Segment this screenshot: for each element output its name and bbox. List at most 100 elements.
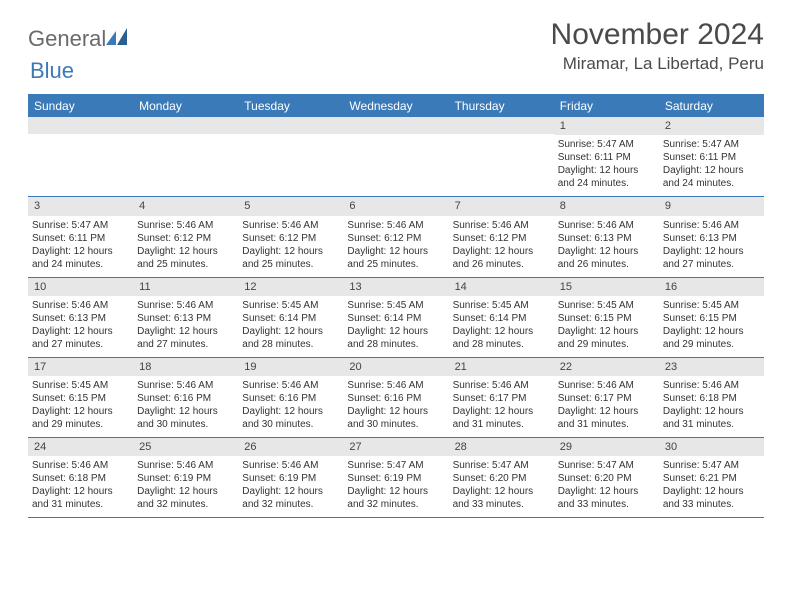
daylight-line-2: and 32 minutes. — [347, 498, 444, 511]
sunset-line: Sunset: 6:16 PM — [242, 392, 339, 405]
week-row: 3Sunrise: 5:47 AMSunset: 6:11 PMDaylight… — [28, 197, 764, 277]
daylight-line-1: Daylight: 12 hours — [663, 405, 760, 418]
daylight-line-2: and 32 minutes. — [242, 498, 339, 511]
day-cell: 25Sunrise: 5:46 AMSunset: 6:19 PMDayligh… — [133, 438, 238, 517]
day-header: Tuesday — [238, 96, 343, 117]
day-number: 21 — [449, 358, 554, 376]
day-cell: 5Sunrise: 5:46 AMSunset: 6:12 PMDaylight… — [238, 197, 343, 276]
daylight-line-1: Daylight: 12 hours — [558, 325, 655, 338]
sunrise-line: Sunrise: 5:47 AM — [558, 138, 655, 151]
sunrise-line: Sunrise: 5:45 AM — [32, 379, 129, 392]
sunrise-line: Sunrise: 5:45 AM — [242, 299, 339, 312]
sunset-line: Sunset: 6:17 PM — [453, 392, 550, 405]
sunset-line: Sunset: 6:16 PM — [347, 392, 444, 405]
daylight-line-2: and 30 minutes. — [242, 418, 339, 431]
day-cell: 29Sunrise: 5:47 AMSunset: 6:20 PMDayligh… — [554, 438, 659, 517]
week-row: 1Sunrise: 5:47 AMSunset: 6:11 PMDaylight… — [28, 117, 764, 197]
day-number: 6 — [343, 197, 448, 215]
day-number: 1 — [554, 117, 659, 135]
daylight-line-2: and 31 minutes. — [32, 498, 129, 511]
day-cell: 4Sunrise: 5:46 AMSunset: 6:12 PMDaylight… — [133, 197, 238, 276]
daylight-line-1: Daylight: 12 hours — [453, 245, 550, 258]
day-cell: 2Sunrise: 5:47 AMSunset: 6:11 PMDaylight… — [659, 117, 764, 196]
day-cell: 15Sunrise: 5:45 AMSunset: 6:15 PMDayligh… — [554, 278, 659, 357]
sunset-line: Sunset: 6:12 PM — [347, 232, 444, 245]
sunrise-line: Sunrise: 5:45 AM — [663, 299, 760, 312]
sunrise-line: Sunrise: 5:46 AM — [347, 379, 444, 392]
day-header: Wednesday — [343, 96, 448, 117]
day-number — [133, 117, 238, 134]
sunrise-line: Sunrise: 5:47 AM — [663, 138, 760, 151]
daylight-line-1: Daylight: 12 hours — [32, 405, 129, 418]
daylight-line-1: Daylight: 12 hours — [663, 485, 760, 498]
daylight-line-2: and 26 minutes. — [558, 258, 655, 271]
day-header-row: SundayMondayTuesdayWednesdayThursdayFrid… — [28, 96, 764, 117]
daylight-line-2: and 32 minutes. — [137, 498, 234, 511]
sunrise-line: Sunrise: 5:46 AM — [347, 219, 444, 232]
sunset-line: Sunset: 6:20 PM — [558, 472, 655, 485]
day-number — [238, 117, 343, 134]
daylight-line-2: and 31 minutes. — [558, 418, 655, 431]
sunset-line: Sunset: 6:18 PM — [663, 392, 760, 405]
day-cell: 1Sunrise: 5:47 AMSunset: 6:11 PMDaylight… — [554, 117, 659, 196]
daylight-line-2: and 28 minutes. — [242, 338, 339, 351]
day-number: 20 — [343, 358, 448, 376]
logo-text-general: General — [28, 26, 106, 52]
logo-sail-icon — [106, 28, 128, 51]
day-number: 18 — [133, 358, 238, 376]
daylight-line-2: and 28 minutes. — [453, 338, 550, 351]
day-number: 30 — [659, 438, 764, 456]
daylight-line-1: Daylight: 12 hours — [242, 325, 339, 338]
daylight-line-1: Daylight: 12 hours — [558, 485, 655, 498]
day-header: Saturday — [659, 96, 764, 117]
daylight-line-1: Daylight: 12 hours — [453, 485, 550, 498]
day-cell: 13Sunrise: 5:45 AMSunset: 6:14 PMDayligh… — [343, 278, 448, 357]
day-number: 25 — [133, 438, 238, 456]
sunrise-line: Sunrise: 5:46 AM — [137, 219, 234, 232]
day-header: Sunday — [28, 96, 133, 117]
logo: General — [28, 26, 129, 52]
day-number: 11 — [133, 278, 238, 296]
day-header: Friday — [554, 96, 659, 117]
sunset-line: Sunset: 6:20 PM — [453, 472, 550, 485]
day-number: 24 — [28, 438, 133, 456]
sunset-line: Sunset: 6:13 PM — [32, 312, 129, 325]
daylight-line-2: and 25 minutes. — [137, 258, 234, 271]
week-row: 10Sunrise: 5:46 AMSunset: 6:13 PMDayligh… — [28, 278, 764, 358]
day-number: 2 — [659, 117, 764, 135]
day-cell: 21Sunrise: 5:46 AMSunset: 6:17 PMDayligh… — [449, 358, 554, 437]
day-cell: 7Sunrise: 5:46 AMSunset: 6:12 PMDaylight… — [449, 197, 554, 276]
day-number: 17 — [28, 358, 133, 376]
day-header: Monday — [133, 96, 238, 117]
sunrise-line: Sunrise: 5:46 AM — [242, 459, 339, 472]
daylight-line-1: Daylight: 12 hours — [453, 405, 550, 418]
sunset-line: Sunset: 6:19 PM — [347, 472, 444, 485]
daylight-line-1: Daylight: 12 hours — [32, 245, 129, 258]
day-cell — [133, 117, 238, 196]
daylight-line-2: and 31 minutes. — [663, 418, 760, 431]
daylight-line-1: Daylight: 12 hours — [137, 325, 234, 338]
sunset-line: Sunset: 6:13 PM — [663, 232, 760, 245]
day-cell: 8Sunrise: 5:46 AMSunset: 6:13 PMDaylight… — [554, 197, 659, 276]
sunset-line: Sunset: 6:15 PM — [663, 312, 760, 325]
sunrise-line: Sunrise: 5:47 AM — [453, 459, 550, 472]
day-cell: 14Sunrise: 5:45 AMSunset: 6:14 PMDayligh… — [449, 278, 554, 357]
day-number — [449, 117, 554, 134]
sunset-line: Sunset: 6:15 PM — [32, 392, 129, 405]
sunset-line: Sunset: 6:19 PM — [242, 472, 339, 485]
daylight-line-1: Daylight: 12 hours — [453, 325, 550, 338]
day-cell: 11Sunrise: 5:46 AMSunset: 6:13 PMDayligh… — [133, 278, 238, 357]
sunrise-line: Sunrise: 5:46 AM — [32, 459, 129, 472]
sunrise-line: Sunrise: 5:46 AM — [32, 299, 129, 312]
day-number: 8 — [554, 197, 659, 215]
daylight-line-1: Daylight: 12 hours — [32, 485, 129, 498]
week-row: 17Sunrise: 5:45 AMSunset: 6:15 PMDayligh… — [28, 358, 764, 438]
daylight-line-2: and 27 minutes. — [137, 338, 234, 351]
day-header: Thursday — [449, 96, 554, 117]
day-cell — [343, 117, 448, 196]
calendar-grid: SundayMondayTuesdayWednesdayThursdayFrid… — [28, 94, 764, 518]
sunset-line: Sunset: 6:15 PM — [558, 312, 655, 325]
daylight-line-2: and 30 minutes. — [137, 418, 234, 431]
daylight-line-2: and 27 minutes. — [663, 258, 760, 271]
sunrise-line: Sunrise: 5:46 AM — [137, 459, 234, 472]
